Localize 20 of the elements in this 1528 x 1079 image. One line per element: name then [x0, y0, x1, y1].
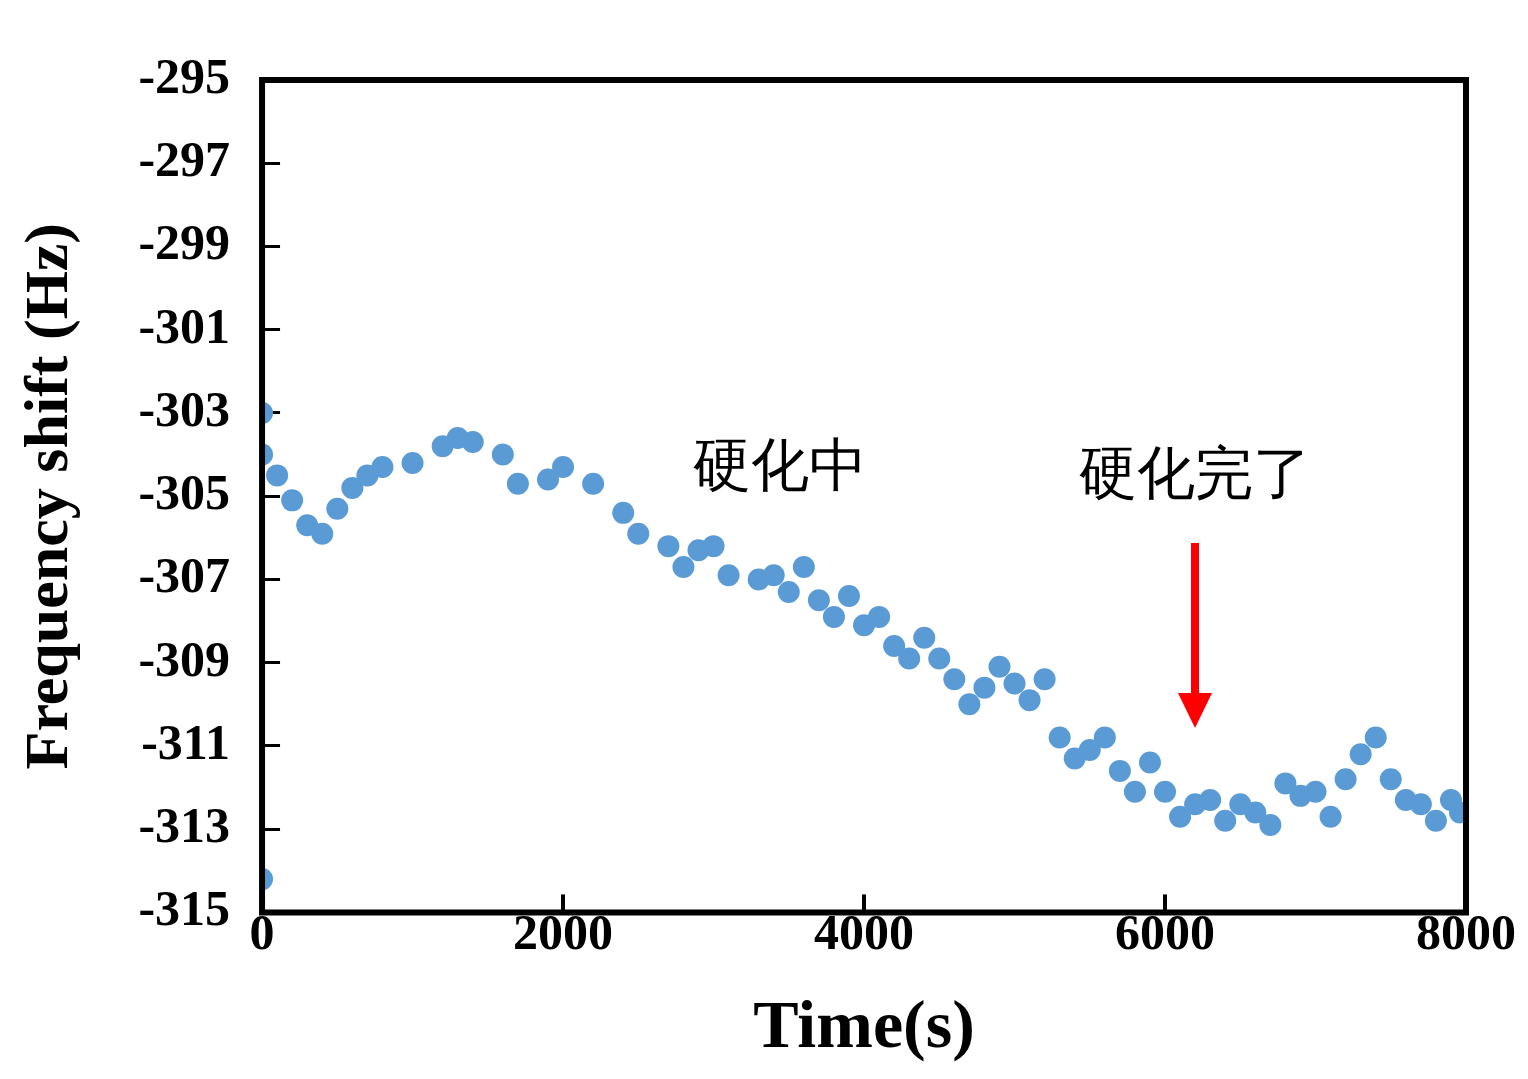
y-tick-label: -305 [138, 464, 231, 521]
y-tick-label: -295 [138, 47, 231, 104]
x-tick-label: 4000 [814, 904, 915, 961]
y-tick-label: -311 [141, 713, 231, 770]
x-tick-label: 2000 [513, 904, 614, 961]
y-tick-label: -301 [138, 297, 231, 354]
x-tick-label: 0 [249, 904, 275, 961]
y-tick-label: -297 [138, 131, 231, 188]
annotation: 硬化中 [692, 429, 867, 501]
y-axis-title: Frequency shift (Hz) [12, 222, 82, 770]
y-tick-label: -307 [138, 547, 231, 604]
x-tick-label: 8000 [1416, 904, 1516, 961]
x-tick-label: 6000 [1115, 904, 1216, 961]
y-tick-label: -315 [138, 880, 231, 937]
annotation: 硬化完了 [1079, 437, 1312, 509]
x-axis-title: Time(s) [753, 985, 975, 1062]
y-tick-label: -313 [138, 797, 231, 854]
y-tick-label: -309 [138, 630, 231, 687]
y-tick-label: -299 [138, 214, 231, 271]
y-tick-label: -303 [138, 380, 231, 437]
